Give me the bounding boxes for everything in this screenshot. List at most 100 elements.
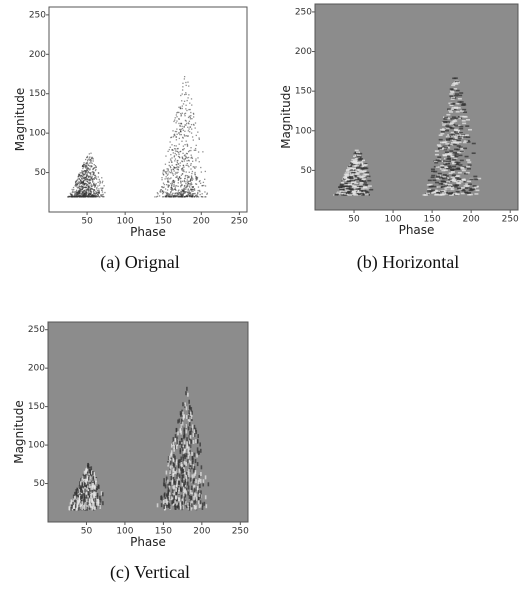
pixel — [188, 469, 190, 474]
panel: 50 100 150 200 25050100150200250PhaseMagnitu… — [13, 6, 248, 273]
pixel — [89, 156, 91, 158]
pixel — [80, 179, 82, 182]
pixel — [449, 104, 454, 107]
pixel — [74, 498, 77, 503]
pixel — [427, 179, 432, 182]
pixel — [353, 194, 358, 196]
pixel — [357, 175, 362, 178]
pixel — [79, 188, 81, 190]
pixel — [90, 160, 93, 162]
pixel — [432, 191, 437, 194]
pixel — [74, 192, 76, 194]
pixel — [175, 136, 177, 138]
pixel — [339, 190, 344, 193]
pixel — [427, 188, 432, 191]
pixel — [339, 184, 344, 187]
pixel — [175, 122, 177, 124]
pixel — [87, 164, 90, 167]
pixel — [431, 170, 436, 173]
pixel — [463, 147, 468, 150]
pixel — [339, 188, 344, 191]
pixel — [85, 176, 87, 178]
pixel — [81, 192, 83, 194]
pixel — [178, 156, 181, 158]
pixel — [199, 448, 202, 453]
pixel — [342, 180, 347, 182]
pixel — [191, 456, 194, 461]
pixel — [76, 184, 79, 186]
pixel — [85, 505, 88, 510]
pixel — [174, 167, 176, 169]
pixel — [90, 470, 93, 475]
pixel — [175, 176, 177, 179]
pixel — [170, 460, 172, 465]
pixel — [353, 152, 358, 155]
pixel — [167, 496, 169, 501]
pixel — [92, 171, 94, 173]
pixel — [461, 189, 466, 192]
pixel — [430, 176, 435, 179]
pixel — [458, 154, 463, 157]
pixel — [190, 407, 193, 412]
pixel — [202, 181, 205, 184]
pixel — [185, 429, 188, 434]
pixel — [165, 470, 168, 475]
pixel — [84, 474, 87, 479]
pixel — [170, 475, 173, 480]
pixel — [460, 167, 465, 169]
pixel — [190, 189, 193, 191]
pixel — [185, 453, 188, 458]
pixel — [100, 491, 103, 496]
pixel — [449, 95, 454, 98]
pixel — [188, 171, 190, 173]
pixel — [167, 179, 169, 181]
pixel — [74, 191, 76, 193]
pixel — [183, 191, 185, 193]
pixel — [169, 193, 171, 195]
pixel — [181, 156, 183, 158]
pixel — [179, 195, 181, 197]
pixel — [195, 429, 198, 434]
pixel — [93, 475, 96, 480]
pixel — [168, 481, 170, 486]
pixel — [177, 178, 180, 180]
pixel — [71, 504, 73, 509]
pixel — [93, 178, 95, 180]
pixel — [162, 182, 165, 184]
pixel — [455, 81, 460, 84]
pixel — [193, 474, 195, 479]
pixel — [80, 503, 82, 508]
pixel — [83, 482, 86, 487]
pixel — [181, 498, 184, 503]
pixel — [90, 498, 93, 503]
pixel — [169, 158, 172, 160]
y-tick-label: 100 — [295, 126, 312, 136]
pixel — [184, 192, 186, 194]
pixel — [82, 190, 85, 192]
pixel — [80, 175, 83, 177]
pixel — [86, 169, 88, 171]
pixel — [346, 180, 351, 182]
pixel — [80, 182, 83, 184]
pixel — [85, 165, 87, 168]
pixel — [185, 164, 187, 166]
pixel — [175, 139, 178, 141]
pixel — [181, 467, 183, 472]
pixel — [181, 140, 183, 142]
pixel — [462, 135, 467, 137]
pixel — [200, 465, 203, 470]
pixel — [177, 190, 179, 192]
pixel — [186, 471, 189, 476]
pixel — [447, 165, 452, 167]
pixel — [96, 195, 98, 198]
pixel — [193, 429, 196, 434]
pixel — [342, 194, 347, 196]
pixel — [86, 188, 89, 190]
pixel — [80, 188, 83, 190]
pixel — [191, 424, 194, 429]
pixel — [180, 466, 182, 471]
pixel — [163, 169, 165, 171]
pixel — [78, 185, 80, 187]
pixel — [436, 144, 441, 146]
pixel — [190, 164, 192, 166]
